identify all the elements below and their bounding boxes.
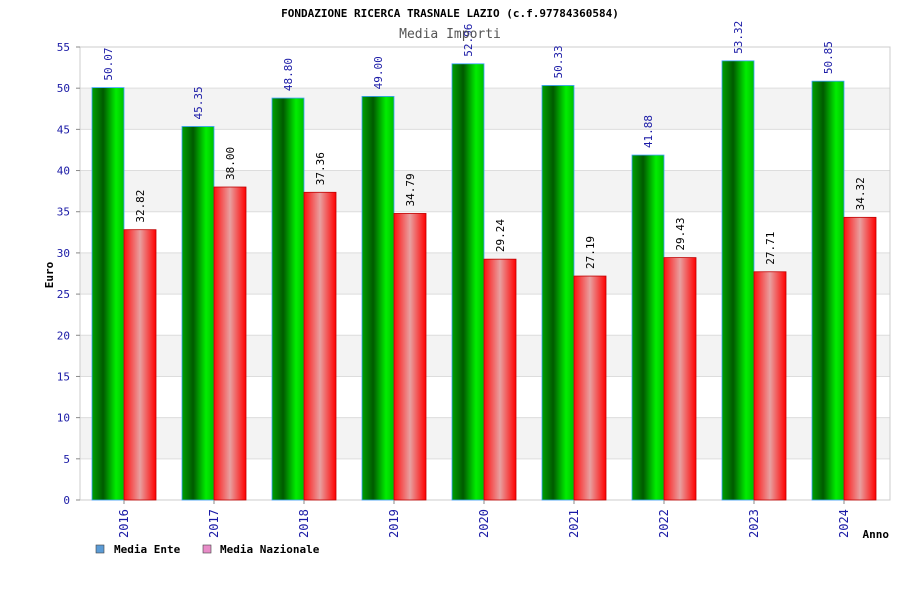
bar-label-media-ente: 50.07 [102, 47, 115, 80]
y-axis-label: Euro [43, 261, 56, 288]
chart-subtitle: Media Importi [399, 27, 501, 42]
bar-media-nazionale [663, 257, 697, 501]
bar-media-ente [631, 154, 665, 501]
bar-label-media-nazionale: 29.43 [674, 217, 687, 250]
bar-media-nazionale [303, 191, 337, 501]
bar-media-ente [541, 85, 575, 501]
x-tick-label: 2022 [657, 509, 671, 538]
bar-label-media-ente: 53.32 [732, 21, 745, 54]
bar-media-nazionale [483, 258, 517, 501]
y-tick-label: 0 [63, 494, 70, 507]
y-tick-label: 35 [57, 206, 70, 219]
bar-media-nazionale [393, 213, 427, 501]
bar-label-media-nazionale: 32.82 [134, 190, 147, 223]
x-tick-label: 2019 [387, 509, 401, 538]
bar-label-media-ente: 49.00 [372, 56, 385, 89]
x-tick-label: 2018 [297, 509, 311, 538]
legend-item-media-nazionale: Media Nazionale [202, 543, 320, 556]
bar-label-media-ente: 52.96 [462, 24, 475, 57]
y-tick-label: 50 [57, 82, 70, 95]
bar-label-media-nazionale: 34.32 [854, 177, 867, 210]
x-tick-label: 2024 [837, 509, 851, 538]
bar-media-nazionale [213, 186, 247, 501]
x-tick-label: 2021 [567, 509, 581, 538]
y-tick-label: 15 [57, 370, 70, 383]
bar-label-media-nazionale: 27.19 [584, 236, 597, 269]
y-tick-label: 30 [57, 247, 70, 260]
bar-media-nazionale [753, 271, 787, 501]
x-tick-label: 2017 [207, 509, 221, 538]
y-tick-label: 5 [63, 453, 70, 466]
legend-label-media-ente: Media Ente [114, 543, 181, 556]
bars [91, 60, 877, 501]
bar-label-media-ente: 50.85 [822, 41, 835, 74]
bar-media-ente [451, 63, 485, 501]
legend: Media Ente Media Nazionale [95, 543, 320, 556]
y-tick-label: 40 [57, 165, 70, 178]
bar-media-nazionale [573, 275, 607, 501]
bar-media-nazionale [843, 216, 877, 501]
bar-label-media-nazionale: 27.71 [764, 232, 777, 265]
x-tick-label: 2023 [747, 509, 761, 538]
bar-label-media-nazionale: 37.36 [314, 152, 327, 185]
bar-media-ente [271, 97, 305, 501]
bar-media-ente [721, 60, 755, 501]
legend-swatch-media-ente [95, 544, 105, 554]
bar-media-ente [181, 126, 215, 501]
bar-label-media-ente: 48.80 [282, 58, 295, 91]
y-tick-label: 20 [57, 329, 70, 342]
bar-label-media-nazionale: 29.24 [494, 219, 507, 252]
bar-data-labels: 50.07 32.82 45.35 38.00 48.80 37.36 49.00 34.79… [102, 21, 867, 269]
bar-media-nazionale [123, 229, 157, 501]
bar-label-media-ente: 45.35 [192, 86, 205, 119]
y-axis-ticks: 0 5 10 15 20 25 30 35 40 45 50 55 [57, 41, 80, 507]
y-tick-label: 45 [57, 123, 70, 136]
grid-band [80, 88, 890, 130]
x-tick-label: 2020 [477, 509, 491, 538]
bar-media-ente [361, 96, 395, 501]
legend-item-media-ente: Media Ente [95, 543, 181, 556]
x-axis-ticks: 2016 2017 2018 2019 2020 2021 2022 2023 2024 [117, 500, 851, 538]
y-tick-label: 10 [57, 412, 70, 425]
y-tick-label: 55 [57, 41, 70, 54]
bar-label-media-ente: 50.33 [552, 45, 565, 78]
bar-media-ente [811, 80, 845, 501]
x-axis-label: Anno [863, 528, 890, 541]
bar-media-ente [91, 87, 125, 501]
y-tick-label: 25 [57, 288, 70, 301]
bar-label-media-nazionale: 34.79 [404, 173, 417, 206]
chart-title: FONDAZIONE RICERCA TRASNALE LAZIO (c.f.9… [281, 7, 619, 20]
legend-label-media-nazionale: Media Nazionale [220, 543, 320, 556]
bar-label-media-nazionale: 38.00 [224, 147, 237, 180]
legend-swatch-media-nazionale [202, 544, 212, 554]
bar-label-media-ente: 41.88 [642, 115, 655, 148]
x-tick-label: 2016 [117, 509, 131, 538]
